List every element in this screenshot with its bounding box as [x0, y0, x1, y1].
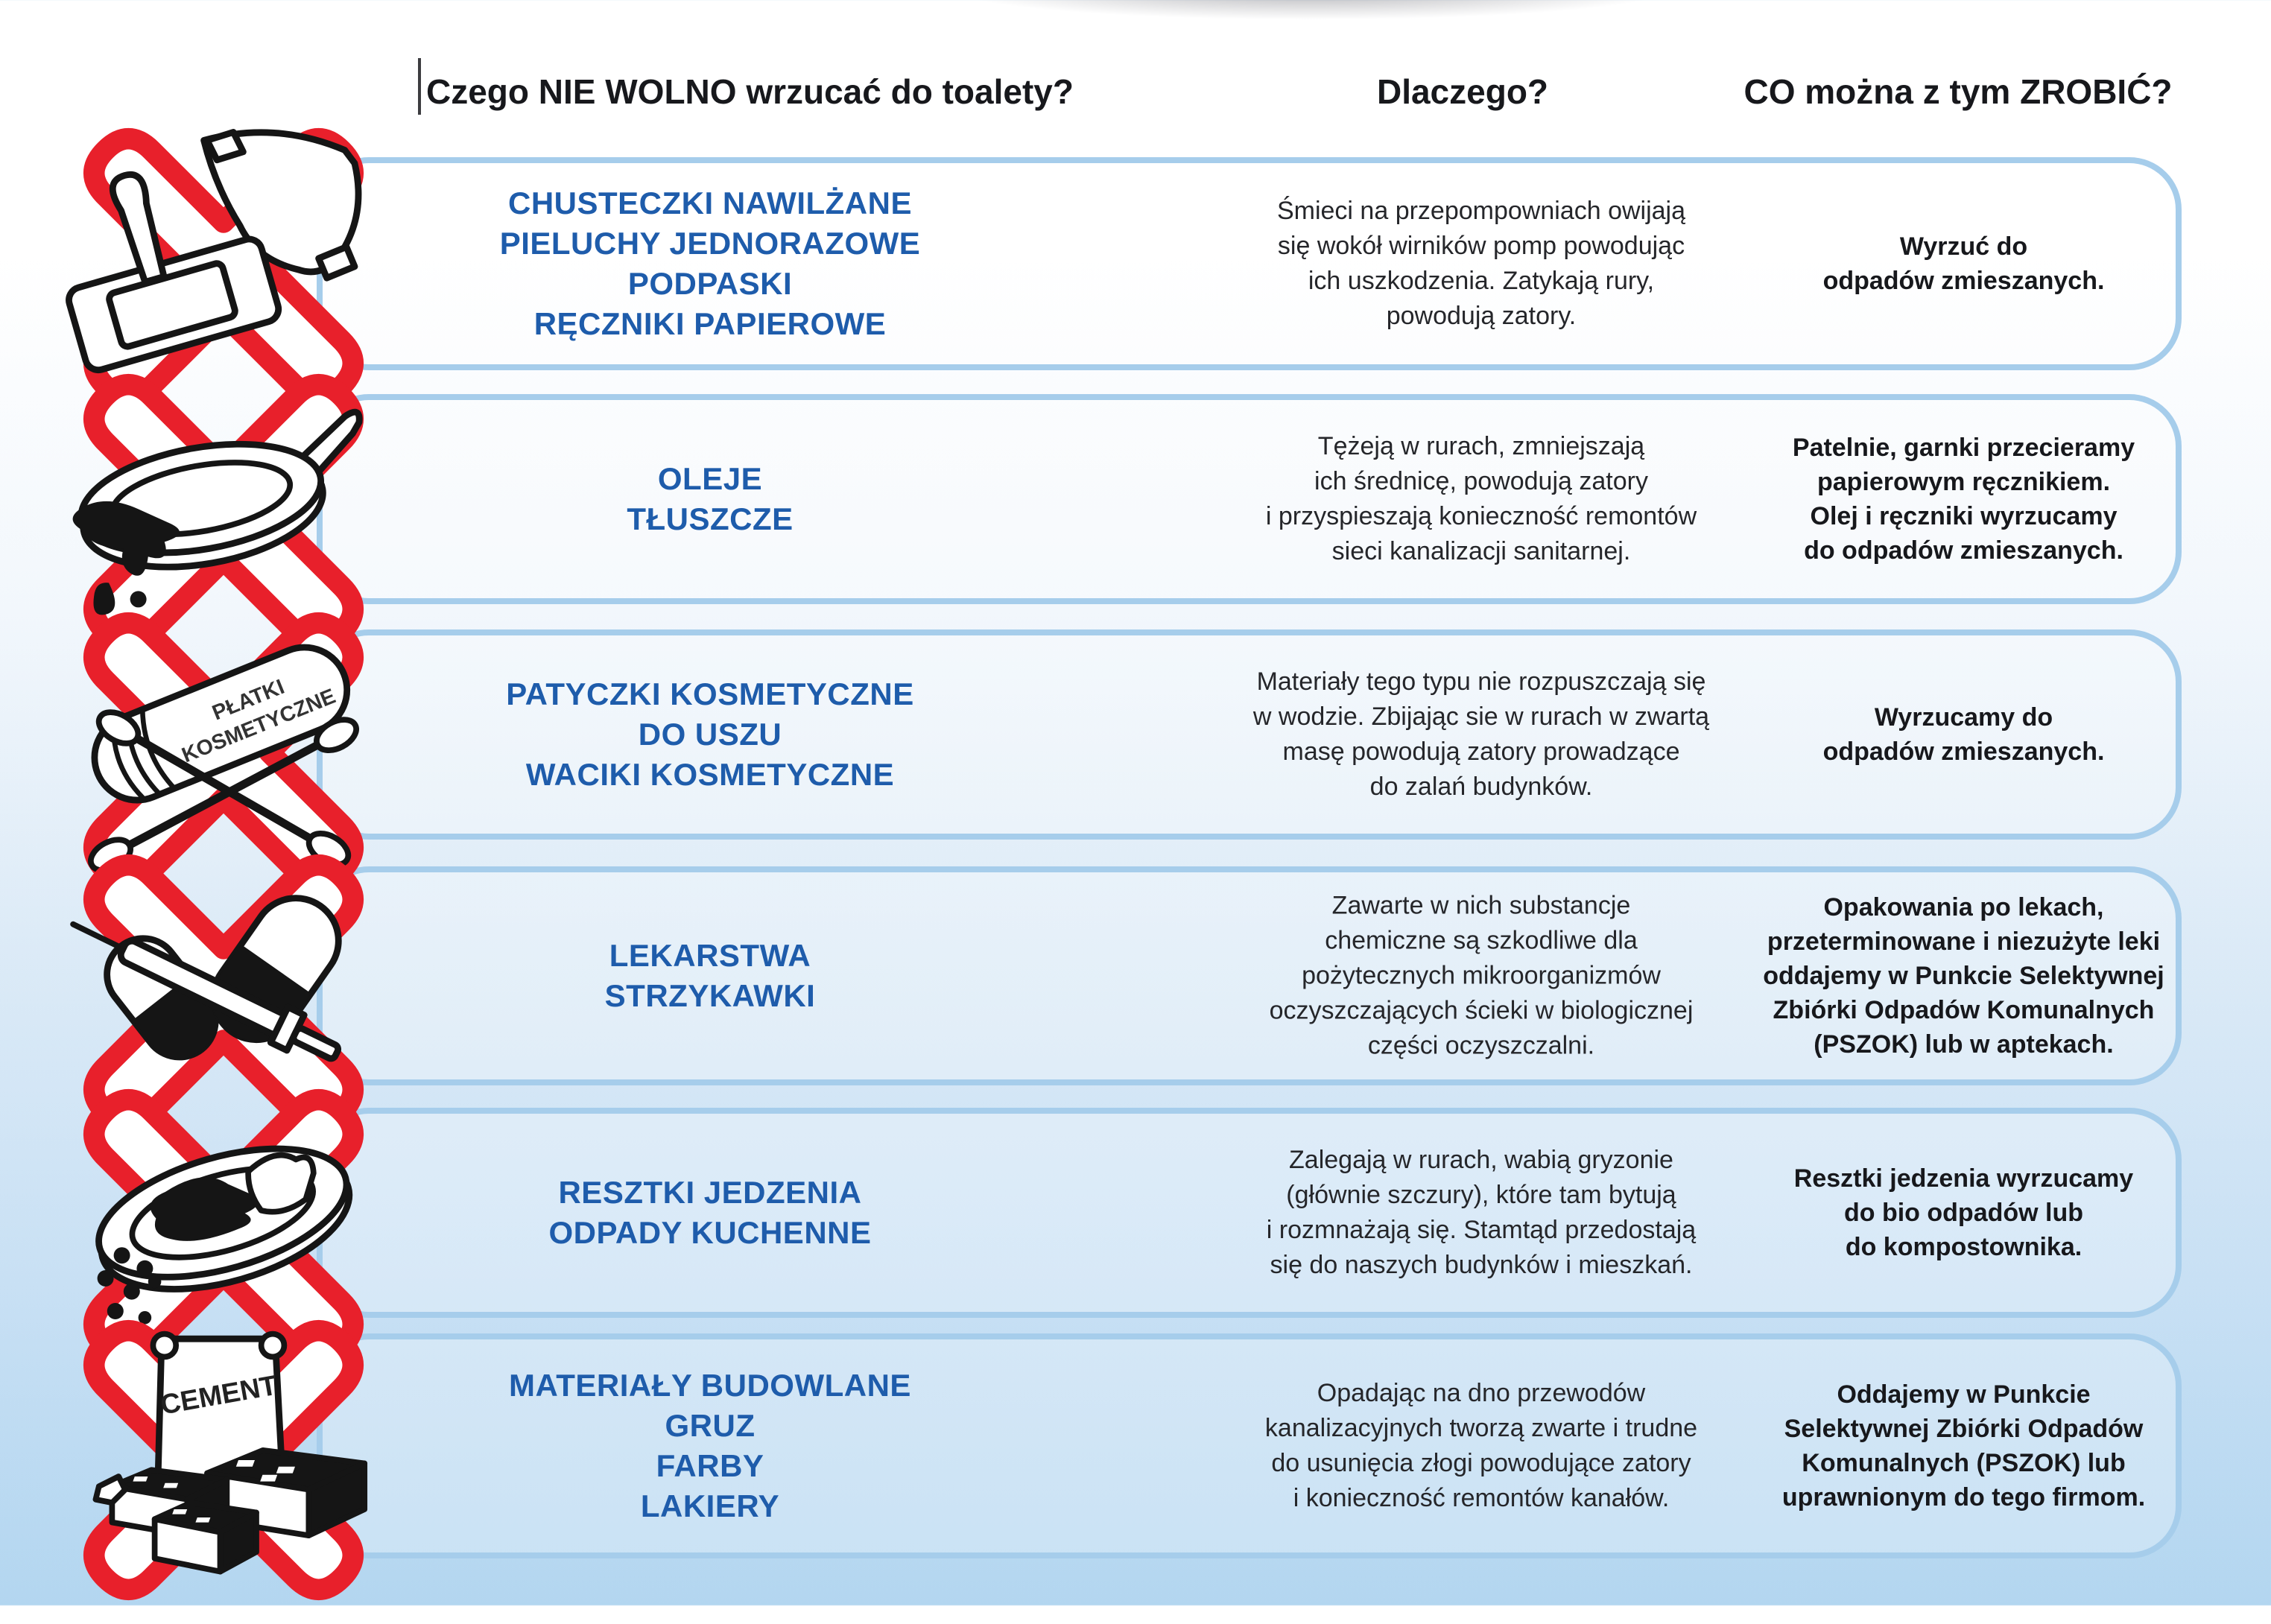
row-action-text: Opakowania po lekach, przeterminowane i … — [1763, 893, 2164, 1059]
header-action: CO można z tym ZROBIĆ? — [1743, 72, 2173, 111]
row-card-food-scraps: RESZTKI JEDZENIA ODPADY KUCHENNE Zalegaj… — [317, 1108, 2182, 1318]
food-scraps-plate-icon — [83, 1089, 364, 1369]
row-action-text: Oddajemy w Punkcie Selektywnej Zbiórki O… — [1781, 1380, 2146, 1512]
top-edge-shadow — [939, 0, 1684, 21]
row-card-building-materials: MATERIAŁY BUDOWLANE GRUZ FARBY LAKIERY O… — [317, 1333, 2182, 1558]
row-action-text: Wyrzucamy do odpadów zmieszanych. — [1822, 703, 2105, 766]
cotton-buds-pads-icon: PŁATKI KOSMETYCZNE — [83, 612, 364, 892]
row-card-medicines: LEKARSTWA STRZYKAWKI Zawarte w nich subs… — [317, 866, 2182, 1085]
row-action-text: Wyrzuć do odpadów zmieszanych. — [1822, 232, 2105, 295]
row-why-text: Zawarte w nich substancje chemiczne są s… — [1269, 891, 1694, 1060]
crumbs-dots — [97, 1247, 162, 1357]
row-card-wipes: CHUSTECZKI NAWILŻANE PIELUCHY JEDNORAZOW… — [317, 157, 2182, 370]
row-title: OLEJE TŁUSZCZE — [627, 461, 794, 536]
row-title: MATERIAŁY BUDOWLANE GRUZ FARBY LAKIERY — [509, 1368, 911, 1523]
frying-pan-oil-icon — [72, 374, 364, 654]
text-cursor-artifact — [418, 58, 421, 115]
row-title: PATYCZKI KOSMETYCZNE DO USZU WACIKI KOSM… — [506, 676, 914, 792]
header-why: Dlaczego? — [1376, 72, 1549, 111]
cement-bag-bricks-icon: CEMENT — [83, 1320, 368, 1600]
row-why-text: Śmieci na przepompowniach owijają się wo… — [1276, 197, 1686, 330]
row-title: CHUSTECZKI NAWILŻANE PIELUCHY JEDNORAZOW… — [499, 185, 921, 341]
row-why-text: Zalegają w rurach, wabią gryzonie (główn… — [1266, 1146, 1697, 1279]
row-card-oils: OLEJE TŁUSZCZE Tężeją w rurach, zmniejsz… — [317, 394, 2182, 604]
row-title: RESZTKI JEDZENIA ODPADY KUCHENNE — [548, 1175, 872, 1250]
row-action-text: Patelnie, garnki przecieramy papierowym … — [1792, 434, 2135, 565]
header-forbidden: Czego NIE WOLNO wrzucać do toalety? — [426, 72, 1074, 111]
row-action-text: Resztki jedzenia wyrzucamy do bio odpadó… — [1793, 1164, 2134, 1261]
row-title: LEKARSTWA STRZYKAWKI — [604, 938, 816, 1013]
row-why-text: Opadając na dno przewodów kanalizacyjnyc… — [1264, 1379, 1698, 1512]
wet-wipes-and-diaper-icon — [66, 128, 364, 408]
row-card-cotton-buds: PATYCZKI KOSMETYCZNE DO USZU WACIKI KOSM… — [317, 629, 2182, 840]
row-why-text: Tężeją w rurach, zmniejszają ich średnic… — [1265, 432, 1697, 565]
row-why-text: Materiały tego typu nie rozpuszczają się… — [1252, 667, 1710, 801]
